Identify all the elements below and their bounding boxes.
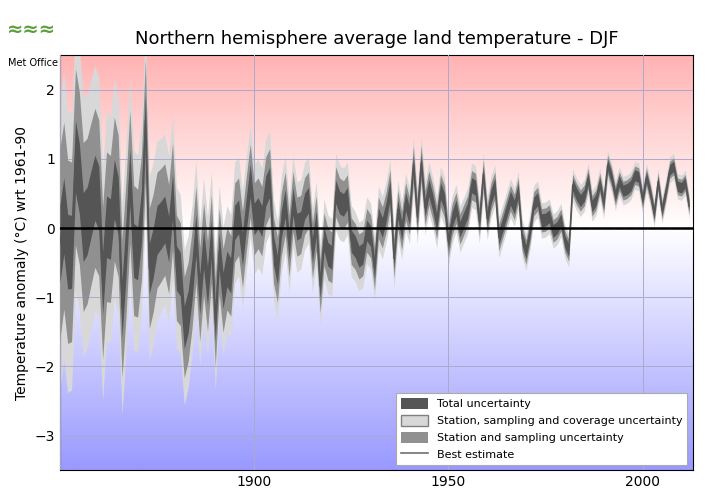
Legend: Total uncertainty, Station, sampling and coverage uncertainty, Station and sampl: Total uncertainty, Station, sampling and… — [396, 393, 687, 465]
Y-axis label: Temperature anomaly (°C) wrt 1961-90: Temperature anomaly (°C) wrt 1961-90 — [15, 125, 29, 400]
Text: Met Office: Met Office — [8, 58, 59, 68]
Text: ≈≈≈: ≈≈≈ — [7, 20, 56, 39]
Title: Northern hemisphere average land temperature - DJF: Northern hemisphere average land tempera… — [135, 30, 618, 48]
